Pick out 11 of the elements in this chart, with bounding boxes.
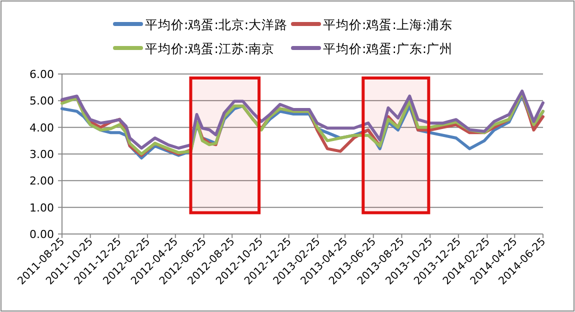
y-tick-label: 2.00 (30, 174, 54, 188)
y-tick-label: 0.00 (30, 228, 54, 241)
y-tick-label: 1.00 (30, 201, 54, 214)
legend-label: 平均价:鸡蛋:广东:广州 (323, 41, 453, 56)
y-tick-label: 4.00 (30, 121, 54, 134)
y-tick-label: 5.00 (30, 94, 54, 108)
y-tick-label: 3.00 (30, 148, 54, 161)
legend-label: 平均价:鸡蛋:江苏:南京 (145, 41, 275, 56)
legend-label: 平均价:鸡蛋:上海:浦东 (323, 17, 453, 32)
y-tick-label: 6.00 (30, 68, 54, 81)
legend-label: 平均价:鸡蛋:北京:大洋路 (145, 17, 288, 32)
